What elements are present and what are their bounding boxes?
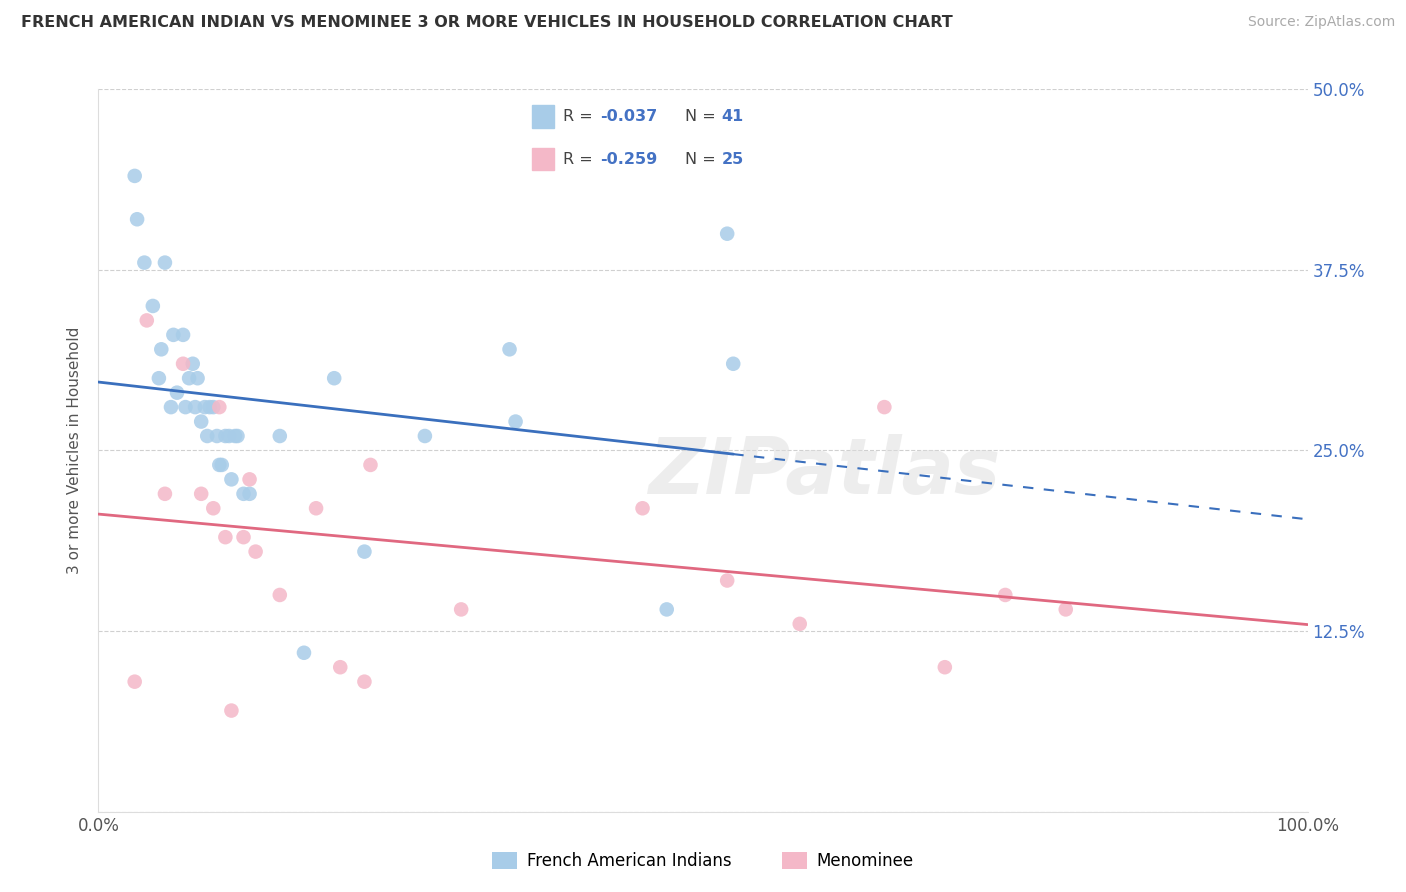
Point	[269, 588, 291, 602]
Point	[329, 660, 352, 674]
Point	[202, 400, 225, 414]
Point	[360, 458, 382, 472]
Text: Source: ZipAtlas.com: Source: ZipAtlas.com	[1247, 15, 1395, 29]
Point	[269, 429, 291, 443]
Point	[226, 429, 249, 443]
Point	[353, 544, 375, 558]
Point	[134, 255, 156, 269]
Point	[292, 646, 315, 660]
Point	[142, 299, 165, 313]
Point	[166, 385, 188, 400]
Legend: French American Indians, Menominee: French American Indians, Menominee	[485, 845, 921, 877]
Point	[174, 400, 197, 414]
Point	[723, 357, 745, 371]
Point	[172, 357, 194, 371]
Point	[631, 501, 654, 516]
Point	[190, 487, 212, 501]
Point	[716, 227, 738, 241]
Point	[214, 530, 236, 544]
Point	[1054, 602, 1077, 616]
Point	[323, 371, 346, 385]
Point	[124, 674, 146, 689]
Point	[239, 487, 262, 501]
Point	[498, 343, 520, 357]
Point	[224, 429, 246, 443]
Point	[172, 327, 194, 342]
Point	[150, 343, 173, 357]
Text: ZIPatlas: ZIPatlas	[648, 434, 1000, 510]
Point	[239, 472, 262, 486]
Point	[135, 313, 157, 327]
Point	[148, 371, 170, 385]
Point	[205, 429, 228, 443]
Point	[305, 501, 328, 516]
Text: FRENCH AMERICAN INDIAN VS MENOMINEE 3 OR MORE VEHICLES IN HOUSEHOLD CORRELATION : FRENCH AMERICAN INDIAN VS MENOMINEE 3 OR…	[21, 15, 953, 30]
Point	[873, 400, 896, 414]
Point	[208, 458, 231, 472]
Point	[153, 255, 176, 269]
Point	[211, 458, 233, 472]
Point	[179, 371, 201, 385]
Point	[198, 400, 221, 414]
Point	[232, 530, 254, 544]
Point	[218, 429, 240, 443]
Point	[245, 544, 267, 558]
Point	[190, 415, 212, 429]
Point	[195, 429, 218, 443]
Point	[127, 212, 149, 227]
Y-axis label: 3 or more Vehicles in Household: 3 or more Vehicles in Household	[67, 326, 83, 574]
Point	[153, 487, 176, 501]
Point	[353, 674, 375, 689]
Point	[124, 169, 146, 183]
Point	[413, 429, 436, 443]
Point	[194, 400, 217, 414]
Point	[221, 472, 243, 486]
Point	[232, 487, 254, 501]
Point	[162, 327, 184, 342]
Point	[934, 660, 956, 674]
Point	[214, 429, 236, 443]
Point	[789, 616, 811, 631]
Point	[716, 574, 738, 588]
Point	[208, 400, 231, 414]
Point	[184, 400, 207, 414]
Point	[181, 357, 204, 371]
Point	[505, 415, 527, 429]
Point	[160, 400, 183, 414]
Point	[450, 602, 472, 616]
Point	[202, 501, 225, 516]
Point	[187, 371, 209, 385]
Point	[994, 588, 1017, 602]
Point	[655, 602, 678, 616]
Point	[221, 704, 243, 718]
